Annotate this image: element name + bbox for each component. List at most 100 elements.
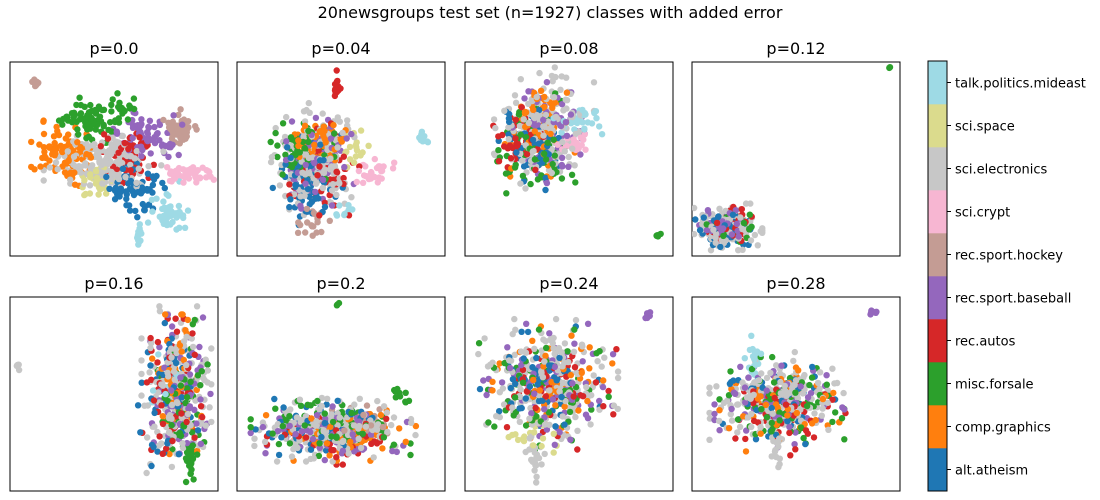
scatter-point: [197, 382, 204, 389]
scatter-point: [333, 78, 341, 85]
scatter-point: [495, 147, 502, 154]
scatter-point: [522, 349, 530, 356]
scatter-point: [301, 144, 308, 152]
scatter-point: [158, 162, 165, 169]
scatter-point: [52, 150, 59, 157]
scatter-point: [178, 410, 185, 417]
scatter-point: [138, 116, 145, 123]
scatter-point: [193, 420, 200, 427]
scatter-point: [143, 469, 150, 477]
scatter-point: [540, 132, 547, 139]
scatter-point: [543, 179, 551, 187]
scatter-point: [311, 141, 318, 149]
scatter-point: [581, 109, 589, 117]
scatter-point: [526, 383, 534, 390]
scatter-point: [367, 168, 375, 176]
scatter-point: [738, 206, 745, 213]
scatter-point: [331, 175, 339, 182]
scatter-point: [259, 423, 267, 431]
scatter-point: [598, 131, 606, 138]
scatter-point: [182, 478, 190, 486]
scatter-point: [135, 126, 143, 133]
scatter-point: [840, 389, 847, 397]
scatter-point: [315, 147, 322, 154]
scatter-point: [784, 412, 791, 419]
scatter-point: [305, 154, 312, 162]
scatter-point: [333, 434, 340, 441]
scatter-point: [775, 438, 782, 446]
scatter-point: [194, 451, 201, 458]
scatter-point: [112, 184, 119, 192]
scatter-point: [556, 354, 563, 361]
scatter-point: [610, 402, 618, 409]
scatter-point: [763, 374, 771, 382]
scatter-point: [275, 440, 283, 448]
scatter-point: [396, 389, 403, 396]
scatter-point: [177, 127, 184, 134]
scatter-point: [725, 392, 733, 399]
scatter-point: [512, 431, 519, 438]
scatter-point: [87, 171, 94, 178]
scatter-point: [115, 149, 122, 156]
scatter-point: [138, 357, 145, 364]
scatter-point: [183, 418, 190, 426]
scatter-point: [312, 180, 320, 187]
scatter-point: [296, 396, 304, 403]
scatter-point: [498, 379, 506, 386]
scatter-point: [579, 393, 587, 400]
scatter-point: [560, 107, 567, 114]
scatter-point: [319, 184, 326, 192]
scatter-point: [771, 394, 778, 402]
scatter-point: [286, 181, 293, 188]
scatter-point: [191, 406, 198, 413]
scatter-point: [748, 332, 755, 339]
scatter-point: [127, 177, 135, 185]
panel-title: p=0.2: [316, 274, 365, 293]
scatter-point: [654, 232, 661, 239]
scatter-point: [490, 116, 498, 123]
scatter-point: [247, 416, 254, 423]
scatter-point: [541, 123, 548, 130]
scatter-point: [558, 129, 565, 136]
scatter-point: [165, 153, 172, 161]
scatter-point: [559, 363, 566, 370]
scatter-point: [328, 433, 335, 440]
scatter-point: [83, 134, 90, 142]
scatter-point: [135, 165, 142, 172]
scatter-point: [158, 402, 165, 409]
scatter-point: [737, 363, 744, 370]
scatter-point: [124, 116, 132, 123]
scatter-point: [516, 418, 523, 426]
scatter-point: [269, 184, 276, 192]
scatter-point: [577, 151, 584, 158]
scatter-point: [757, 424, 764, 431]
scatter-point: [515, 111, 523, 118]
scatter-point: [506, 364, 514, 372]
scatter-point: [707, 247, 715, 254]
scatter-point: [571, 364, 579, 371]
scatter-point: [351, 401, 358, 408]
scatter-point: [706, 390, 713, 397]
scatter-point: [495, 158, 503, 165]
scatter-point: [180, 214, 187, 222]
scatter-point: [748, 365, 756, 373]
scatter-point: [578, 341, 586, 348]
scatter-point: [293, 414, 301, 421]
scatter-point: [407, 451, 414, 459]
scatter-point: [525, 119, 533, 127]
scatter-point: [295, 142, 302, 150]
scatter-point: [355, 422, 363, 430]
scatter-point: [521, 95, 528, 102]
scatter-point: [806, 381, 813, 389]
scatter-point: [334, 144, 341, 151]
scatter-point: [172, 359, 180, 367]
scatter-point: [755, 377, 763, 384]
scatter-point: [149, 355, 156, 362]
scatter-point: [68, 170, 76, 177]
colorbar-segment: [928, 61, 947, 105]
scatter-point: [121, 139, 129, 147]
scatter-point: [534, 381, 541, 388]
scatter-point: [590, 372, 597, 379]
scatter-point: [571, 162, 578, 169]
scatter-point: [531, 449, 538, 456]
